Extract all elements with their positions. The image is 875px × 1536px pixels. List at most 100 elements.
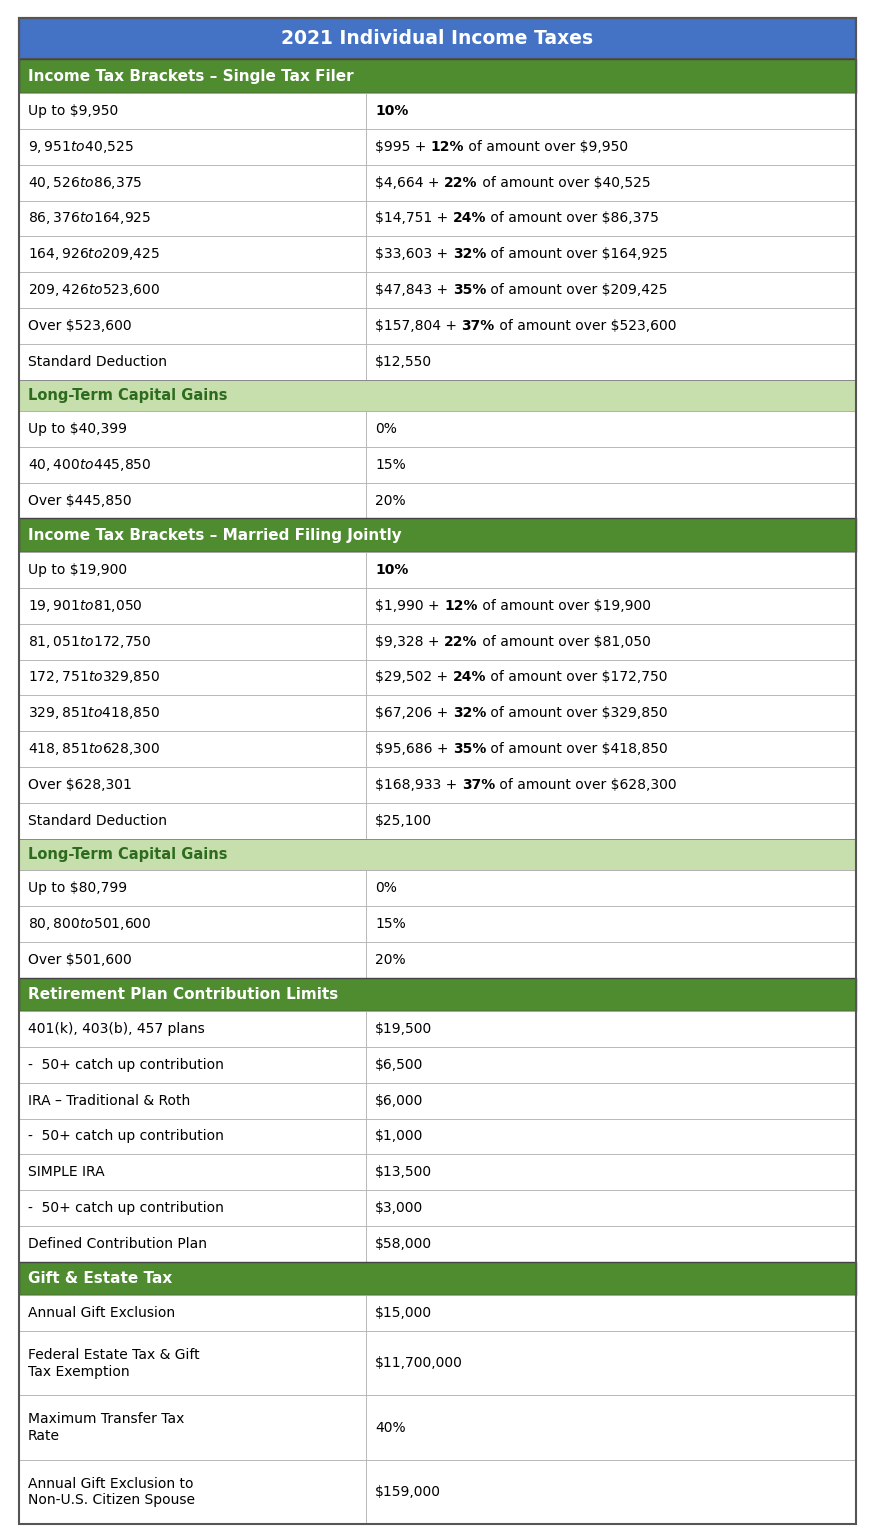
Bar	[19, 1263, 856, 1295]
Text: $1,990 +: $1,990 +	[375, 599, 444, 613]
Bar	[19, 1396, 367, 1459]
Bar	[367, 624, 856, 659]
Text: Over $445,850: Over $445,850	[28, 493, 131, 507]
Text: $19,901 to $81,050: $19,901 to $81,050	[28, 598, 143, 614]
Bar	[19, 164, 367, 201]
Text: Gift & Estate Tax: Gift & Estate Tax	[28, 1272, 172, 1286]
Text: $13,500: $13,500	[375, 1166, 432, 1180]
Text: Over $501,600: Over $501,600	[28, 952, 132, 966]
Bar	[19, 1332, 367, 1396]
Text: SIMPLE IRA: SIMPLE IRA	[28, 1166, 105, 1180]
Bar	[367, 1295, 856, 1332]
Bar	[19, 1046, 367, 1083]
Bar	[367, 1396, 856, 1459]
Text: $40,526 to $86,375: $40,526 to $86,375	[28, 175, 143, 190]
Text: Maximum Transfer Tax
Rate: Maximum Transfer Tax Rate	[28, 1413, 185, 1442]
Text: 24%: 24%	[452, 212, 486, 226]
Text: $12,550: $12,550	[375, 355, 432, 369]
Bar	[19, 18, 856, 60]
Bar	[19, 344, 367, 379]
Bar	[367, 1332, 856, 1396]
Text: $40,400 to $445,850: $40,400 to $445,850	[28, 456, 151, 473]
Text: $15,000: $15,000	[375, 1307, 432, 1321]
Bar	[367, 447, 856, 482]
Text: 12%: 12%	[444, 599, 478, 613]
Bar	[19, 1011, 367, 1046]
Text: 12%: 12%	[430, 140, 465, 154]
Bar	[367, 92, 856, 129]
Text: 32%: 32%	[452, 707, 486, 720]
Bar	[367, 1083, 856, 1118]
Bar	[367, 272, 856, 309]
Bar	[367, 237, 856, 272]
Text: -  50+ catch up contribution: - 50+ catch up contribution	[28, 1129, 224, 1143]
Text: $47,843 +: $47,843 +	[375, 283, 452, 298]
Text: Up to $9,950: Up to $9,950	[28, 104, 118, 118]
Text: 32%: 32%	[452, 247, 486, 261]
Bar	[19, 1155, 367, 1190]
Bar	[19, 942, 367, 977]
Bar	[19, 60, 856, 92]
Bar	[367, 869, 856, 906]
Text: $209,426 to $523,600: $209,426 to $523,600	[28, 283, 160, 298]
Text: 35%: 35%	[452, 283, 486, 298]
Text: Up to $80,799: Up to $80,799	[28, 880, 127, 895]
Text: Up to $40,399: Up to $40,399	[28, 422, 127, 436]
Bar	[367, 942, 856, 977]
Text: $81,051 to $172,750: $81,051 to $172,750	[28, 633, 151, 650]
Text: Income Tax Brackets – Single Tax Filer: Income Tax Brackets – Single Tax Filer	[28, 69, 354, 83]
Bar	[19, 482, 367, 519]
Text: $6,000: $6,000	[375, 1094, 424, 1107]
Bar	[367, 1226, 856, 1263]
Text: 0%: 0%	[375, 880, 397, 895]
Bar	[19, 1118, 367, 1155]
Text: 401(k), 403(b), 457 plans: 401(k), 403(b), 457 plans	[28, 1021, 205, 1035]
Text: 10%: 10%	[375, 562, 409, 578]
Bar	[367, 1046, 856, 1083]
Bar	[19, 379, 856, 410]
Text: Long-Term Capital Gains: Long-Term Capital Gains	[28, 389, 228, 402]
Text: of amount over $40,525: of amount over $40,525	[478, 175, 650, 189]
Text: $9,328 +: $9,328 +	[375, 634, 444, 648]
Text: 15%: 15%	[375, 917, 406, 931]
Text: 0%: 0%	[375, 422, 397, 436]
Text: of amount over $172,750: of amount over $172,750	[487, 671, 668, 685]
Text: 37%: 37%	[461, 319, 494, 333]
Bar	[367, 766, 856, 803]
Text: Over $523,600: Over $523,600	[28, 319, 131, 333]
Text: Over $628,301: Over $628,301	[28, 779, 132, 793]
Text: Federal Estate Tax & Gift
Tax Exemption: Federal Estate Tax & Gift Tax Exemption	[28, 1349, 200, 1378]
Text: of amount over $19,900: of amount over $19,900	[478, 599, 651, 613]
Text: Up to $19,900: Up to $19,900	[28, 562, 127, 578]
Text: $58,000: $58,000	[375, 1236, 432, 1252]
Bar	[19, 839, 856, 869]
Bar	[19, 201, 367, 237]
Bar	[367, 1011, 856, 1046]
Bar	[19, 92, 367, 129]
Bar	[19, 129, 367, 164]
Text: of amount over $523,600: of amount over $523,600	[494, 319, 676, 333]
Bar	[367, 1459, 856, 1524]
Text: $6,500: $6,500	[375, 1058, 424, 1072]
Bar	[19, 519, 856, 551]
Bar	[19, 766, 367, 803]
Text: Annual Gift Exclusion to
Non-U.S. Citizen Spouse: Annual Gift Exclusion to Non-U.S. Citize…	[28, 1476, 195, 1507]
Text: Standard Deduction: Standard Deduction	[28, 814, 167, 828]
Text: Long-Term Capital Gains: Long-Term Capital Gains	[28, 846, 228, 862]
Bar	[19, 803, 367, 839]
Bar	[19, 906, 367, 942]
Text: of amount over $9,950: of amount over $9,950	[465, 140, 628, 154]
Bar	[367, 906, 856, 942]
Text: $14,751 +: $14,751 +	[375, 212, 452, 226]
Text: $29,502 +: $29,502 +	[375, 671, 452, 685]
Text: 22%: 22%	[444, 175, 478, 189]
Text: -  50+ catch up contribution: - 50+ catch up contribution	[28, 1201, 224, 1215]
Text: $33,603 +: $33,603 +	[375, 247, 452, 261]
Text: of amount over $81,050: of amount over $81,050	[478, 634, 650, 648]
Text: $3,000: $3,000	[375, 1201, 424, 1215]
Bar	[19, 237, 367, 272]
Text: 37%: 37%	[462, 779, 495, 793]
Text: $329,851 to $418,850: $329,851 to $418,850	[28, 705, 160, 722]
Text: of amount over $209,425: of amount over $209,425	[486, 283, 668, 298]
Bar	[367, 588, 856, 624]
